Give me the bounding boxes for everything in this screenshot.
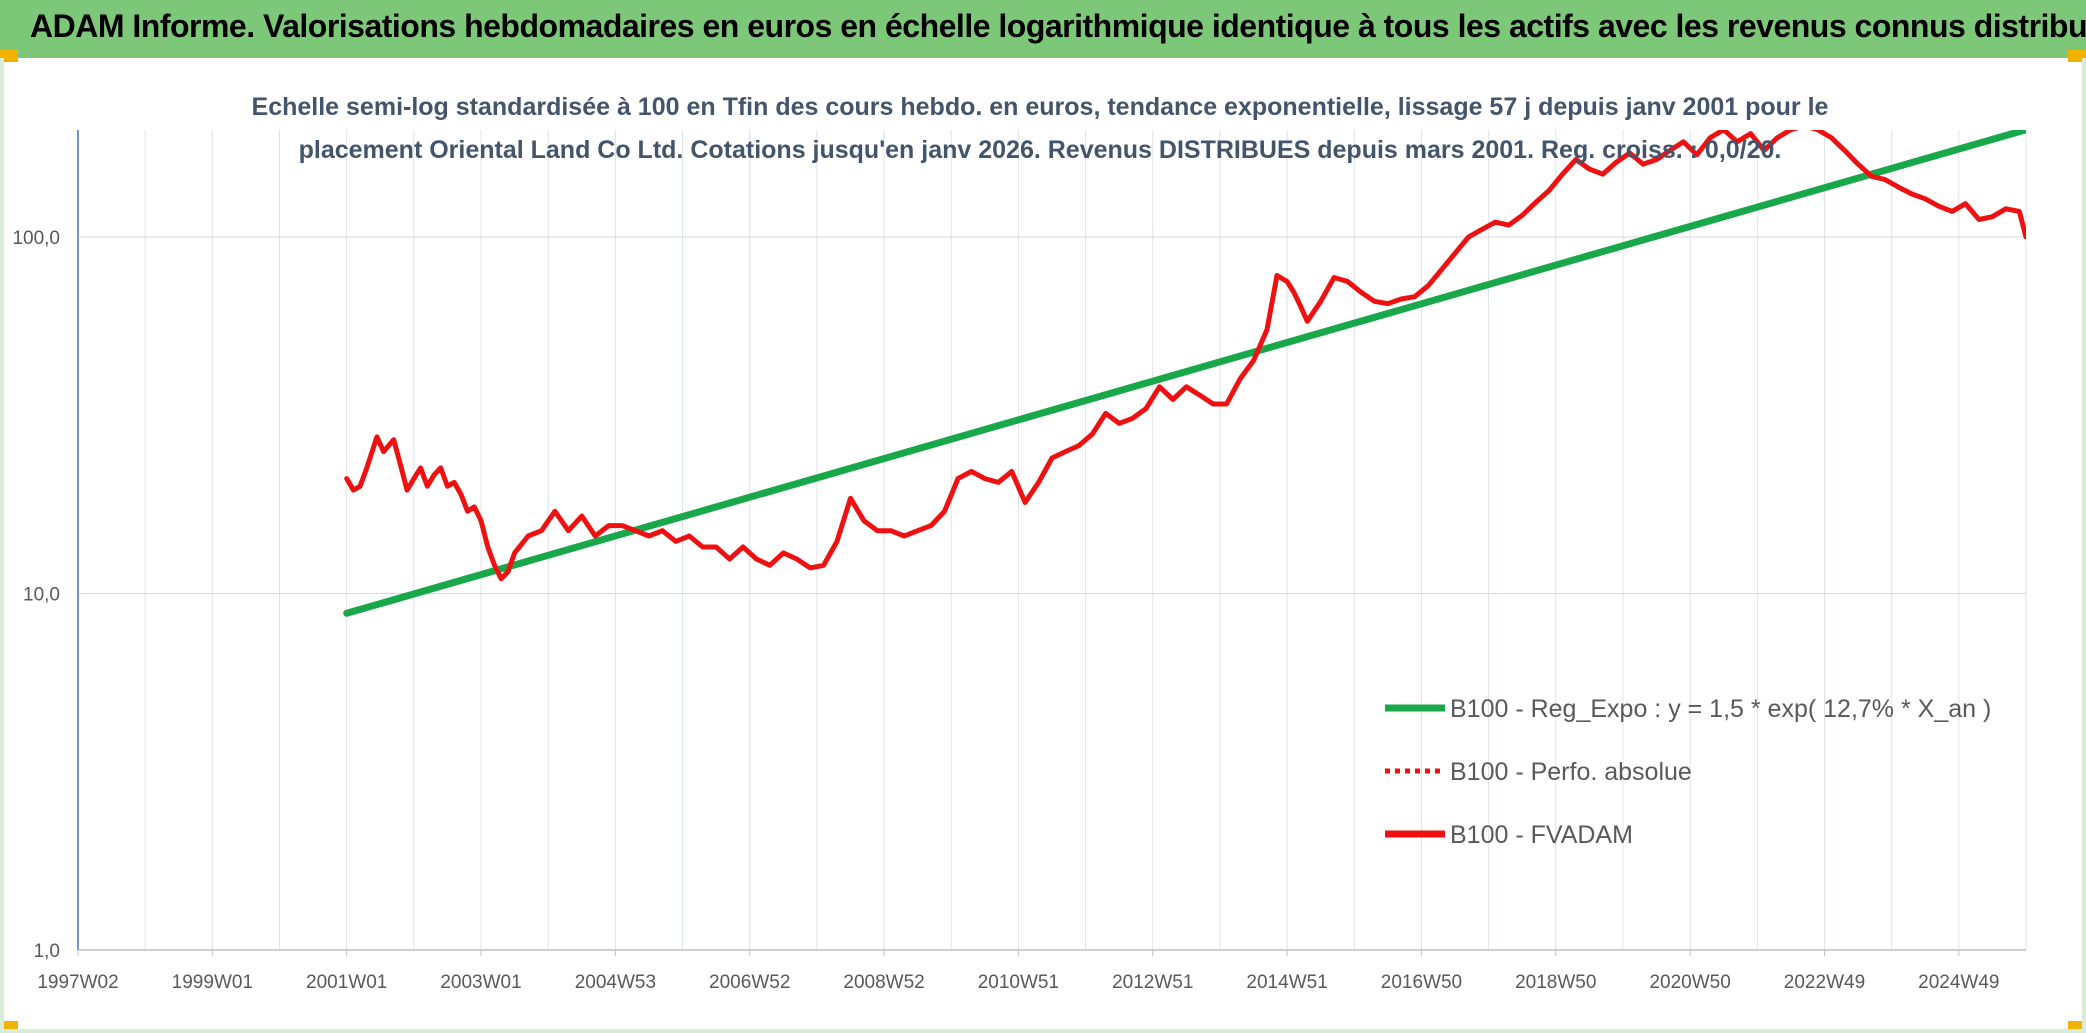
y-tick-label: 10,0 xyxy=(23,585,60,606)
x-tick-label: 2022W49 xyxy=(1784,972,1865,993)
report-banner: ADAM Informe. Valorisations hebdomadaire… xyxy=(0,0,2086,58)
x-tick-label: 1999W01 xyxy=(172,972,253,993)
x-tick-label: 2014W51 xyxy=(1246,972,1327,993)
series-layer xyxy=(343,130,2026,617)
x-tick-label: 2003W01 xyxy=(440,972,521,993)
legend-label: B100 - FVADAM xyxy=(1450,821,1633,849)
y-tick-label: 1,0 xyxy=(34,941,60,962)
x-tick-label: 2010W51 xyxy=(978,972,1059,993)
x-tick-label: 2001W01 xyxy=(306,972,387,993)
x-tick-label: 2008W52 xyxy=(843,972,924,993)
chart-title-line: placement Oriental Land Co Ltd. Cotation… xyxy=(299,136,1782,164)
x-tick-label: 2024W49 xyxy=(1918,972,1999,993)
y-tick-label: 100,0 xyxy=(12,228,60,249)
chart-title-line: Echelle semi-log standardisée à 100 en T… xyxy=(252,93,1829,121)
x-tick-label: 2006W52 xyxy=(709,972,790,993)
corner-marker xyxy=(2068,50,2086,62)
chart-frame xyxy=(0,58,2086,1033)
x-tick-label: 2020W50 xyxy=(1649,972,1730,993)
x-tick-label: 2012W51 xyxy=(1112,972,1193,993)
x-tick-label: 2004W53 xyxy=(575,972,656,993)
grid xyxy=(77,130,2027,951)
corner-marker xyxy=(0,50,18,62)
legend-label: B100 - Perfo. absolue xyxy=(1450,758,1692,786)
x-tick-label: 2016W50 xyxy=(1381,972,1462,993)
legend-label: B100 - Reg_Expo : y = 1,5 * exp( 12,7% *… xyxy=(1450,695,1991,723)
legend: B100 - Reg_Expo : y = 1,5 * exp( 12,7% *… xyxy=(1385,695,1991,849)
x-tick-label: 2018W50 xyxy=(1515,972,1596,993)
chart-title: Echelle semi-log standardisée à 100 en T… xyxy=(252,93,1829,164)
report-title: ADAM Informe. Valorisations hebdomadaire… xyxy=(30,8,2086,44)
x-tick-label: 1997W02 xyxy=(37,972,118,993)
series-line xyxy=(344,130,2026,582)
axes: 1,0 10,0 100,0 1997W02 1999W01 2001W01 2003W01… xyxy=(12,130,2026,993)
series-line xyxy=(343,130,2026,617)
